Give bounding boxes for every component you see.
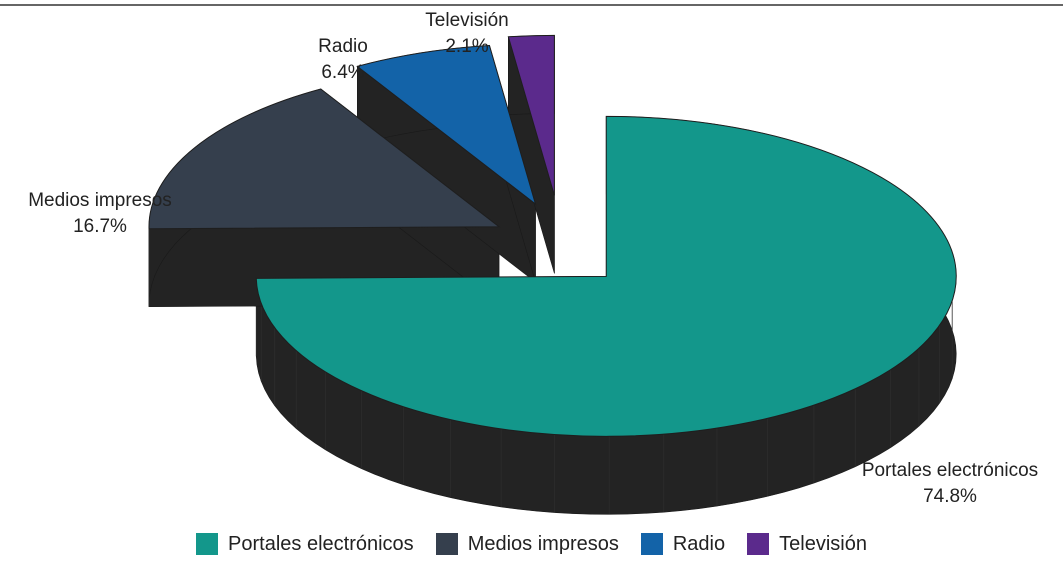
- legend-swatch: [435, 533, 458, 555]
- slice-label-category: Radio: [318, 36, 368, 57]
- pie-slices: [148, 34, 957, 515]
- slice-label-value: 74.8%: [923, 486, 977, 507]
- legend-item: Radio: [640, 532, 726, 556]
- legend-item: Televisión: [747, 533, 867, 556]
- legend-label: Medios impresos: [467, 532, 619, 555]
- slice-label-category: Medios impresos: [28, 190, 172, 211]
- legend: Portales electrónicos Medios impresos Radi…: [0, 524, 1063, 564]
- legend-item: Medios impresos: [435, 532, 619, 556]
- slice-label-value: 16.7%: [73, 216, 127, 237]
- pie-slice-medios-impresos: [148, 88, 501, 230]
- legend-item: Portales electrónicos: [196, 533, 414, 556]
- legend-label: Radio: [672, 532, 726, 555]
- legend-swatch: [747, 533, 770, 555]
- slice-labels: Portales electrónicos 74.8% Medios impreso…: [28, 10, 1038, 507]
- legend-swatch: [196, 533, 219, 555]
- slice-label-value: 2.1%: [445, 36, 488, 57]
- slice-label-category: Portales electrónicos: [862, 460, 1038, 481]
- pie-slice-portales-electr-nicos: [255, 115, 957, 437]
- slice-label-category: Televisión: [425, 10, 508, 31]
- pie-slice-televisi-n: [507, 34, 555, 196]
- legend-label: Portales electrónicos: [228, 532, 414, 555]
- pie-slice-radio: [356, 44, 537, 206]
- legend-swatch: [640, 533, 663, 555]
- slice-label-value: 6.4%: [321, 62, 364, 83]
- legend-label: Televisión: [779, 532, 867, 555]
